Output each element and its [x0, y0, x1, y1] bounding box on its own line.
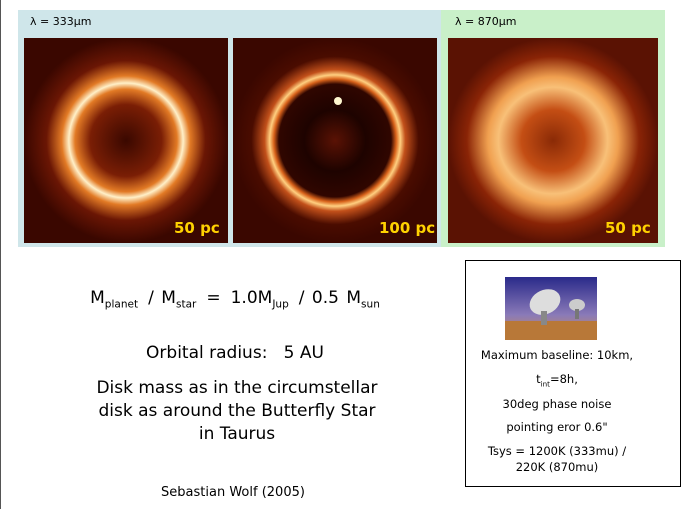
param: 30deg phase noise — [502, 397, 612, 411]
wavelength-label: λ = 333μm — [30, 15, 92, 28]
disk-image — [24, 38, 228, 243]
param-part: int — [540, 379, 550, 389]
param-part: =8h, — [549, 372, 578, 386]
equation-part: 1.0M — [230, 288, 273, 308]
param: tint=8h, — [449, 372, 665, 388]
equation-part: M — [90, 288, 105, 308]
distance-label: 100 pc — [379, 219, 436, 237]
edge-line — [0, 0, 1, 509]
disk-mass: Disk mass as in the circumstellar disk a… — [40, 377, 434, 446]
param: 220K (870mu) — [515, 460, 599, 474]
disk-image — [448, 38, 658, 243]
param: pointing eror 0.6" — [506, 420, 608, 434]
label: Orbital radius: — [146, 343, 268, 363]
wavelength-label: λ = 870μm — [455, 15, 517, 28]
text-line: in Taurus — [198, 424, 276, 444]
telescope-image — [505, 277, 597, 340]
text-line: disk as around the Butterfly Star — [98, 401, 376, 421]
equation: Mplanet / Mstar = 1.0MJup / 0.5 Msun — [40, 288, 430, 310]
distance-label: 50 pc — [605, 219, 651, 237]
equation-part: / 0.5 M — [298, 288, 362, 308]
equation-sub: star — [175, 298, 197, 311]
distance-label: 50 pc — [174, 219, 220, 237]
equation-sub: planet — [104, 298, 139, 311]
param: Tsys = 1200K (333mu) / — [487, 444, 627, 458]
credit: Sebastian Wolf (2005) — [161, 485, 305, 500]
param-part: t — [536, 372, 541, 386]
equation-part: = — [206, 288, 221, 308]
equation-sub: Jup — [272, 298, 289, 311]
text-line: Disk mass as in the circumstellar — [96, 378, 378, 398]
equation-part: / M — [148, 288, 176, 308]
param: Maximum baseline: 10km, — [480, 348, 634, 362]
equation-sub: sun — [361, 298, 380, 311]
value: 5 AU — [283, 343, 324, 363]
disk-image — [233, 38, 437, 243]
orbital-radius: Orbital radius: 5 AU — [40, 343, 430, 363]
